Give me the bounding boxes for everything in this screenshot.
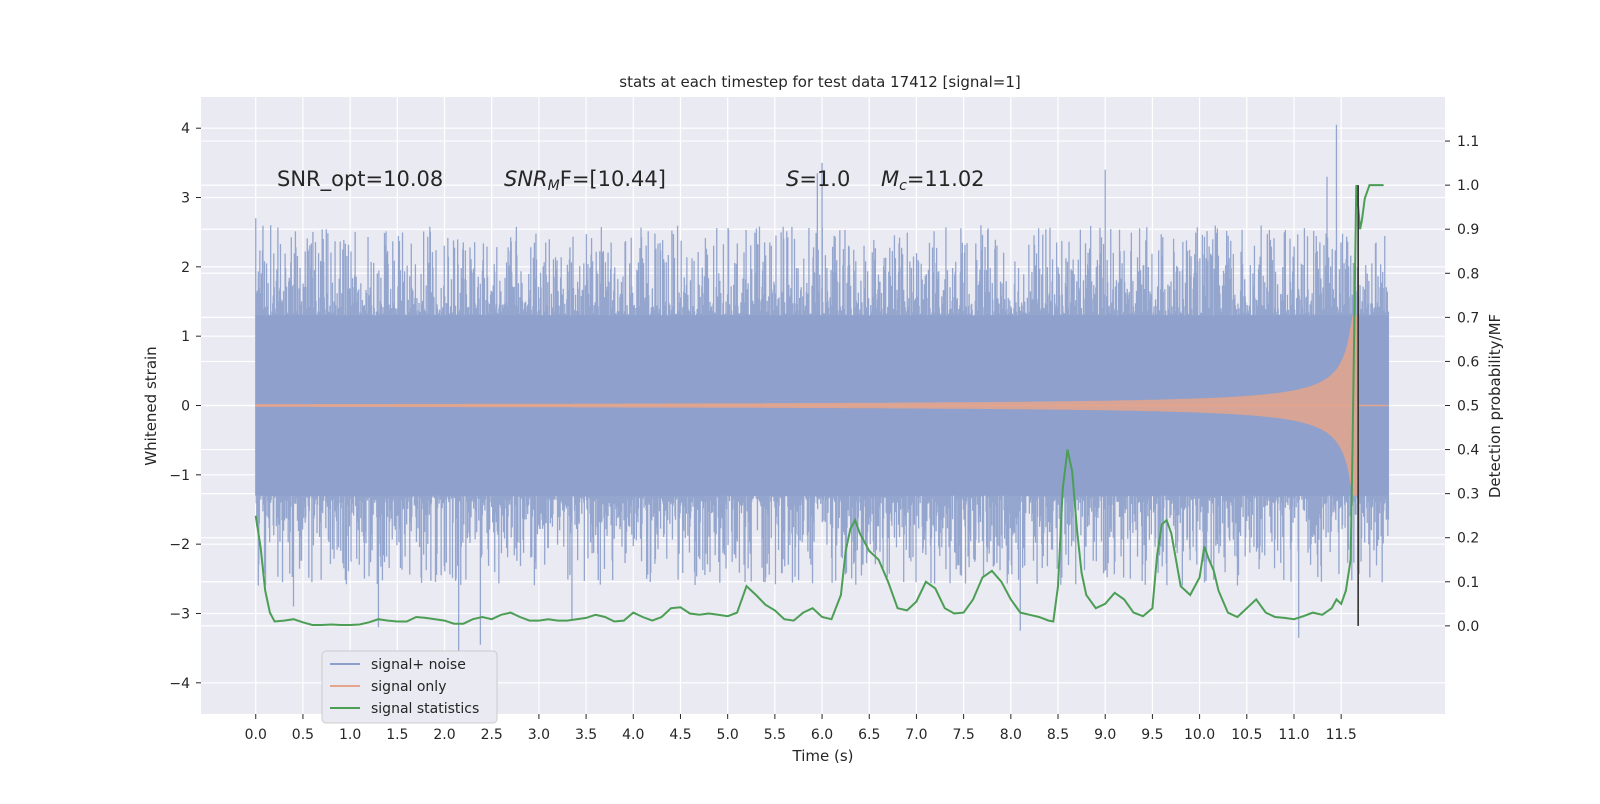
y-right-tick-label: 1.0 [1457,178,1479,194]
y-right-tick-label: 0.6 [1457,354,1479,370]
y-right-tick-label: 0.7 [1457,310,1479,326]
x-tick-label: 0.0 [245,727,267,743]
x-tick-label: 6.5 [858,727,880,743]
y-left-tick-label: 1 [181,329,190,345]
y-left-tick-label: 4 [181,121,190,137]
annotation-snr-mf-sub: M [548,178,560,194]
y-left-tick-label: −1 [169,468,190,484]
x-tick-label: 9.0 [1094,727,1116,743]
x-tick-label: 1.5 [386,727,408,743]
annotation-s: S=1.0 [786,167,850,191]
x-tick-label: 10.0 [1184,727,1215,743]
y-axis-right-label: Detection probability/MF [1486,314,1504,498]
annotation-mc: Mc=11.02 [881,167,985,194]
legend: signal+ noise signal only signal statist… [321,650,498,724]
annotations: SNR_opt=10.08 SNRMF=[10.44] S=1.0 Mc=11.… [277,167,985,194]
y-left-tick-label: 3 [181,191,190,207]
annotation-mc-rest: =11.02 [907,167,985,191]
x-tick-label: 5.0 [717,727,739,743]
x-tick-label: 0.5 [292,727,314,743]
legend-label-signal-only: signal only [371,679,446,695]
y-right-tick-label: 0.8 [1457,266,1479,282]
annotation-snr-mf-main: SNR [504,167,548,191]
x-tick-label: 8.5 [1047,727,1069,743]
y-axis-left-ticks: 4 3 2 1 0 −1 −2 −3 −4 [169,121,201,692]
y-right-tick-label: 0.9 [1457,222,1479,238]
x-tick-label: 5.5 [764,727,786,743]
x-tick-label: 7.5 [953,727,975,743]
legend-label-signal-statistics: signal statistics [371,701,479,717]
y-left-tick-label: 2 [181,260,190,276]
x-tick-label: 7.0 [905,727,927,743]
annotation-s-rest: =1.0 [799,167,850,191]
x-tick-label: 3.5 [575,727,597,743]
x-tick-label: 2.5 [481,727,503,743]
y-right-tick-label: 0.3 [1457,487,1479,503]
y-left-tick-label: 0 [181,399,190,415]
y-right-tick-label: 1.1 [1457,134,1479,150]
y-right-tick-label: 0.2 [1457,531,1479,547]
legend-label-signal-noise: signal+ noise [371,657,466,673]
annotation-mc-sub: c [899,178,907,194]
annotation-mc-main: M [881,167,899,191]
x-tick-label: 4.5 [669,727,691,743]
x-tick-label: 9.5 [1141,727,1163,743]
y-right-tick-label: 0.0 [1457,619,1479,635]
y-left-tick-label: −2 [169,537,190,553]
signal-statistics-series [254,184,1384,626]
x-tick-label: 8.0 [1000,727,1022,743]
y-right-tick-label: 0.4 [1457,443,1479,459]
x-axis-label: Time (s) [792,747,854,765]
legend-box [321,650,498,724]
x-tick-label: 11.0 [1278,727,1309,743]
annotation-s-main: S [786,167,799,191]
x-tick-label: 10.5 [1231,727,1262,743]
signal-only-series [255,315,1389,496]
x-tick-label: 3.0 [528,727,550,743]
x-tick-label: 1.0 [339,727,361,743]
x-tick-label: 2.0 [433,727,455,743]
y-left-tick-label: −3 [169,606,190,622]
y-right-tick-label: 0.1 [1457,575,1479,591]
x-tick-label: 11.5 [1326,727,1357,743]
y-axis-left-label: Whitened strain [142,346,160,465]
y-left-tick-label: −4 [169,676,190,692]
annotation-snr-opt: SNR_opt=10.08 [277,167,443,192]
x-axis-ticks: 0.0 0.5 1.0 1.5 2.0 2.5 3.0 3.5 4.0 4.5 5.0 5.5 6.0 6… [245,714,1357,743]
x-tick-label: 4.0 [622,727,644,743]
annotation-snr-mf-rest: F=[10.44] [560,167,666,191]
chart-title: stats at each timestep for test data 174… [619,73,1020,91]
annotation-snr-mf: SNRMF=[10.44] [504,167,666,194]
y-axis-right-ticks: 1.1 1.0 0.9 0.8 0.7 0.6 0.5 0.4 0.3 0.2 0.1 0.0 [1445,134,1479,635]
y-right-tick-label: 0.5 [1457,399,1479,415]
x-tick-label: 6.0 [811,727,833,743]
signal-statistics-line [254,184,1384,626]
